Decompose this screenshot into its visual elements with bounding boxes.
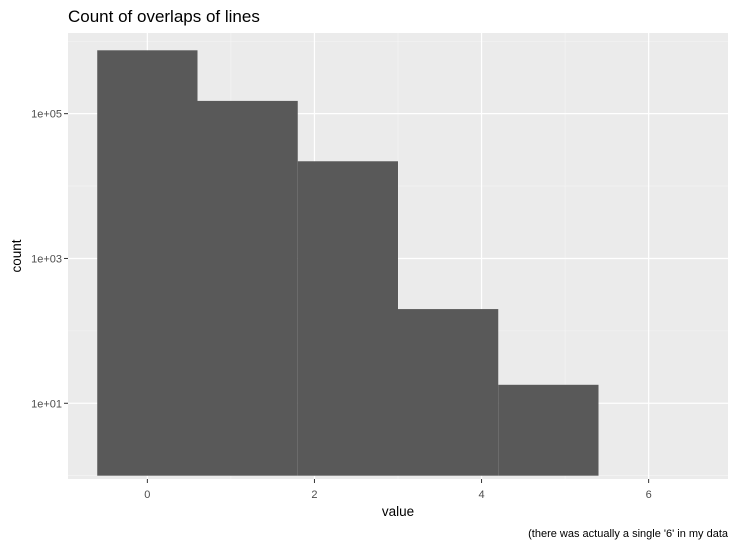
y-tick-label: 1e+03: [31, 253, 62, 265]
bars: [97, 50, 599, 476]
histogram-bar: [297, 161, 398, 476]
x-tick-label: 0: [144, 489, 150, 501]
x-axis: 0 2 4 6: [144, 479, 652, 501]
y-axis: 1e+01 1e+03 1e+05: [31, 109, 68, 410]
histogram-bar: [197, 100, 298, 476]
histogram-bar: [97, 50, 198, 476]
caption: (there was actually a single '6' in my d…: [528, 528, 729, 540]
x-tick-label: 2: [311, 489, 317, 501]
x-tick-label: 6: [646, 489, 652, 501]
x-axis-title: value: [382, 504, 414, 519]
histogram-bar: [498, 384, 599, 476]
chart-title: Count of overlaps of lines: [68, 7, 260, 26]
histogram-bar: [398, 309, 499, 476]
y-tick-label: 1e+01: [31, 398, 62, 410]
y-tick-label: 1e+05: [31, 109, 62, 121]
y-axis-title: count: [9, 239, 24, 272]
x-tick-label: 4: [478, 489, 484, 501]
